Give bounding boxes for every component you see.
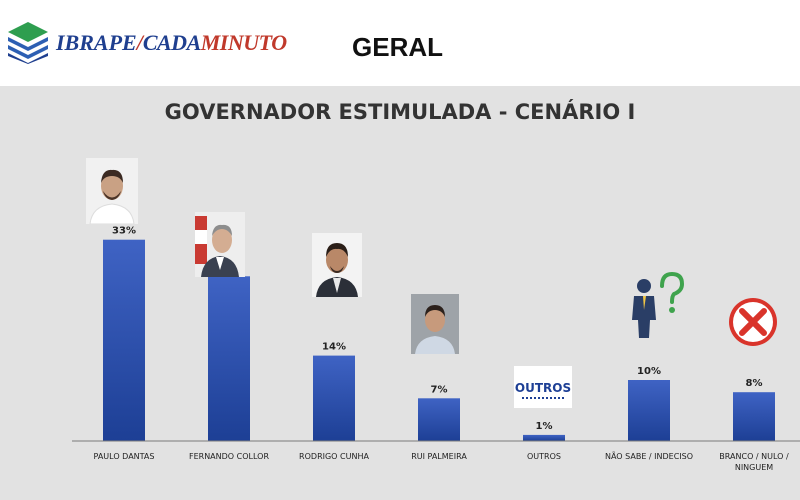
chart-title: GOVERNADOR ESTIMULADA - CENÁRIO I [165,99,636,124]
x-tick-label-branco-nulo-ninguem-line-1: BRANCO / NULO / [719,452,789,461]
x-tick-label-nao-sabe-indeciso: NÃO SABE / INDECISO [605,451,693,461]
candidate-photo-icon [411,294,459,354]
x-tick-label-outros: OUTROS [527,452,561,461]
data-label-rui-palmeira: 7% [431,384,448,395]
red-x-icon [729,298,777,346]
rodrigo-cunha-photo [312,233,362,297]
bar-fernando-collor [208,276,250,441]
paulo-dantas-photo [86,158,138,224]
rui-palmeira-photo [411,294,459,354]
logo-separator: / [136,30,143,55]
person-question-icon [632,272,685,338]
header: IBRAPE/CADAMINUTO GERAL [0,0,800,86]
logo-part-ibrape: IBRAPE [56,30,137,55]
outros-box-graphic: OUTROS [514,366,572,408]
outros-box-text: OUTROS [515,381,571,395]
x-tick-label-paulo-dantas: PAULO DANTAS [94,452,155,461]
data-label-nao-sabe-indeciso: 10% [637,366,661,377]
page-heading: GERAL [352,32,443,62]
x-tick-label-branco-nulo-ninguem-line-2: NINGUEM [735,463,773,472]
brand-logo: IBRAPE/CADAMINUTO [56,30,287,56]
candidate-photo-icon [312,233,362,297]
fernando-collor-photo [195,212,245,277]
bar-branco-nulo-ninguem [733,392,775,441]
data-label-branco-nulo-ninguem: 8% [746,378,763,389]
outros-label-box: OUTROS [514,366,572,408]
data-label-rodrigo-cunha: 14% [322,342,346,353]
candidate-photo-icon [195,212,245,277]
x-tick-label-rui-palmeira: RUI PALMEIRA [411,452,467,461]
x-tick-label-rodrigo-cunha: RODRIGO CUNHA [299,452,369,461]
bar-outros [523,434,565,441]
bar-rodrigo-cunha [313,355,355,441]
candidate-photo-icon [86,158,138,224]
logo-part-cada: CADA [142,30,201,55]
bar-chart: GOVERNADOR ESTIMULADA - CENÁRIO I 33%27%… [72,99,800,472]
logo-part-minuto: MINUTO [200,30,287,55]
bar-nao-sabe-indeciso [628,380,670,441]
x-tick-label-fernando-collor: FERNANDO COLLOR [189,452,269,461]
stacked-layers-logo-icon [8,22,48,64]
data-label-paulo-dantas: 33% [112,226,136,237]
bar-paulo-dantas [103,239,145,441]
bar-rui-palmeira [418,398,460,441]
data-label-outros: 1% [536,421,553,432]
